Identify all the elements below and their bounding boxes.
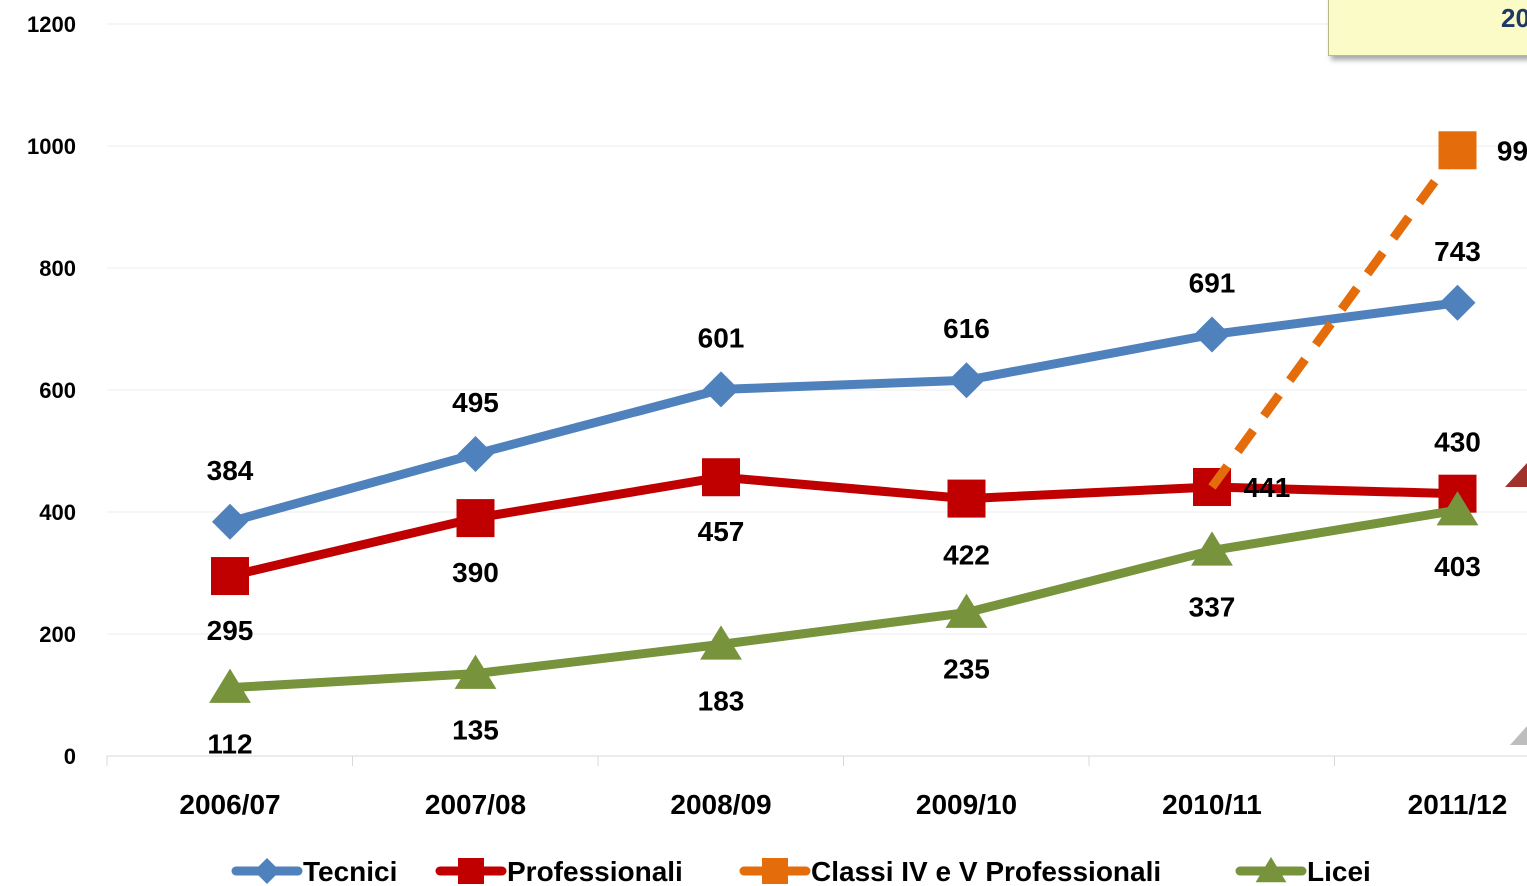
legend-marker-professionali [458, 858, 484, 884]
data-point-professionali [456, 499, 495, 538]
data-point-licei [945, 593, 988, 628]
data-label-professionali: 422 [943, 540, 990, 571]
series-line-licei [225, 505, 1462, 693]
data-label-licei: 135 [452, 715, 499, 746]
decorative-arrows [1505, 463, 1527, 745]
legend-label-classi-iv-e-v-professionali: Classi IV e V Professionali [811, 856, 1161, 886]
gridlines [107, 23, 1527, 635]
data-label-professionali: 441 [1244, 472, 1291, 503]
y-tick-label: 1200 [27, 12, 76, 37]
legend-marker-classi-iv-e-v-professionali [762, 858, 788, 884]
legend-marker-licei [1255, 857, 1287, 883]
data-label-tecnici: 495 [452, 387, 499, 418]
data-label-licei: 112 [207, 729, 252, 760]
annotation-callout: 20 [1328, 0, 1527, 56]
y-tick-label: 200 [39, 622, 76, 647]
data-label-licei: 183 [698, 685, 745, 716]
y-tick-label: 600 [39, 378, 76, 403]
legend-label-professionali: Professionali [507, 856, 683, 886]
legend-label-licei: Licei [1307, 856, 1371, 886]
series-line-tecnici [225, 298, 1462, 527]
data-point-licei [209, 668, 251, 703]
data-label-tecnici: 691 [1189, 267, 1236, 298]
data-point-tecnici [1439, 284, 1476, 321]
y-tick-label: 0 [64, 744, 76, 769]
data-label-licei: 235 [943, 654, 990, 685]
data-label-licei: 337 [1189, 591, 1236, 622]
data-label-professionali: 295 [207, 615, 254, 646]
series-line-professionali [225, 472, 1462, 581]
x-tick-label: 2011/12 [1408, 789, 1508, 820]
data-label-tecnici: 384 [207, 455, 254, 486]
data-point-licei [1436, 491, 1479, 526]
legend-label-tecnici: Tecnici [303, 856, 397, 886]
y-axis: 0 200 400 600 800 1000 1200 [27, 12, 76, 769]
x-tick-label: 2009/10 [916, 789, 1017, 820]
data-point-professionali [947, 479, 986, 518]
x-tick-label: 2008/09 [670, 789, 771, 820]
data-label-professionali: 390 [452, 557, 499, 588]
y-tick-label: 1000 [27, 134, 76, 159]
data-label-professionali: 457 [698, 516, 745, 547]
x-tick-label: 2010/11 [1162, 789, 1262, 820]
data-point-tecnici [212, 503, 248, 540]
data-label-classi-iv-e-v-professionali: 99 [1497, 135, 1527, 166]
data-point-tecnici [457, 436, 494, 473]
legend: Tecnici Professionali Classi IV e V Profes… [231, 856, 1371, 886]
y-tick-label: 800 [39, 256, 76, 281]
y-tick-label: 400 [39, 500, 76, 525]
data-label-tecnici: 601 [698, 322, 745, 353]
data-point-licei [700, 625, 742, 660]
data-point-professionali [702, 458, 740, 497]
legend-marker-tecnici [254, 858, 280, 884]
series-group [209, 131, 1479, 703]
data-point-classi-iv-e-v-professionali [1438, 131, 1477, 170]
x-tick-label: 2006/07 [179, 789, 280, 820]
data-label-tecnici: 616 [943, 313, 990, 344]
data-labels: 384 495 601 616 691 743 295 390 457 422 441 430 99 11… [207, 135, 1527, 759]
data-point-tecnici [948, 362, 985, 399]
x-axis: 2006/07 2007/08 2008/09 2009/10 2010/11 2011/… [106, 755, 1527, 820]
data-point-licei [1191, 531, 1233, 566]
data-point-licei [454, 654, 497, 689]
data-label-tecnici: 743 [1434, 236, 1481, 267]
x-tick-label: 2007/08 [425, 789, 526, 820]
data-point-professionali [211, 557, 249, 596]
red-arrow-decoration [1505, 463, 1527, 487]
data-label-licei: 403 [1434, 551, 1481, 582]
data-point-tecnici [703, 371, 739, 408]
data-point-tecnici [1194, 316, 1230, 353]
series-line-classi-iv-e-v-professionali [1208, 147, 1462, 490]
annotation-callout-text: 20 [1501, 3, 1527, 33]
data-label-professionali: 430 [1434, 427, 1481, 458]
gray-arrow-decoration [1510, 726, 1527, 745]
